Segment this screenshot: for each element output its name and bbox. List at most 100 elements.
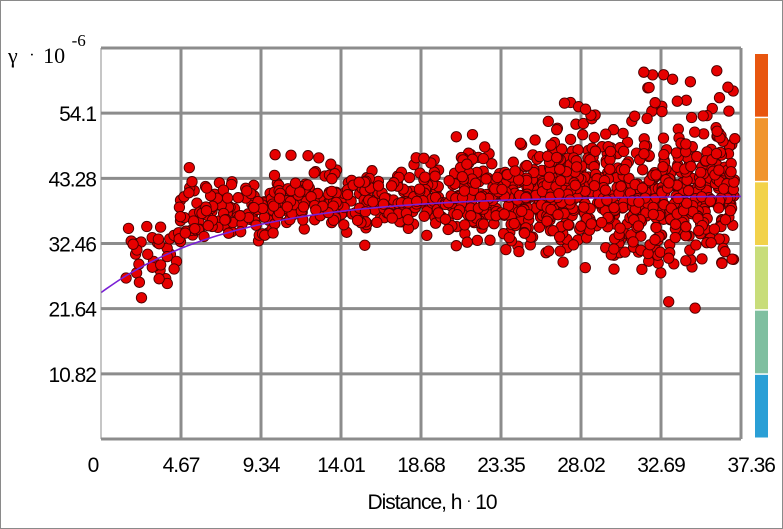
model-curve: [100, 195, 742, 294]
data-point: [672, 192, 684, 205]
data-point: [529, 134, 541, 146]
data-point: [461, 236, 473, 248]
data-point: [636, 164, 649, 176]
data-point: [281, 201, 293, 213]
data-point: [509, 165, 521, 177]
data-point: [666, 73, 679, 85]
data-point: [338, 219, 350, 231]
data-point: [601, 194, 613, 206]
y-axis-label: γ · 10 -6: [7, 31, 86, 68]
data-point: [705, 237, 717, 249]
x-tick-label: 14.01: [317, 454, 365, 477]
data-point: [351, 214, 364, 227]
scatter-points: [120, 65, 741, 314]
data-point: [541, 215, 553, 227]
data-point: [685, 160, 697, 173]
data-point: [200, 205, 213, 217]
data-point: [588, 180, 601, 192]
data-point: [486, 158, 498, 170]
data-point: [658, 148, 670, 161]
x-tick-label: 28.02: [557, 454, 605, 477]
data-point: [202, 220, 214, 232]
data-point: [183, 161, 195, 174]
data-point: [120, 272, 132, 284]
data-point: [516, 205, 528, 217]
data-point: [450, 240, 462, 252]
color-scale-segment: [755, 182, 768, 245]
data-point: [650, 221, 662, 234]
data-point: [458, 185, 471, 197]
data-point: [656, 105, 668, 118]
data-point: [711, 125, 723, 137]
data-point: [371, 216, 383, 229]
data-point: [633, 196, 645, 208]
data-point: [552, 209, 564, 221]
data-point: [432, 207, 445, 219]
data-point: [480, 173, 492, 185]
data-point: [302, 150, 314, 162]
data-point: [599, 184, 612, 196]
data-point: [179, 227, 191, 239]
data-point: [442, 223, 454, 236]
data-point: [719, 246, 731, 258]
data-point: [484, 234, 496, 246]
data-point: [670, 147, 683, 159]
data-point: [690, 239, 702, 251]
data-point: [466, 128, 479, 141]
data-point: [682, 185, 695, 197]
data-point: [643, 81, 655, 94]
y-tick-label: 54.1: [59, 103, 96, 126]
data-point: [189, 223, 201, 235]
data-point: [478, 199, 490, 211]
y-tick-label: 10.82: [48, 364, 96, 387]
data-point: [450, 131, 462, 143]
data-point: [557, 256, 569, 268]
data-point: [579, 261, 591, 274]
x-tick-label: 23.35: [477, 454, 525, 477]
data-point: [636, 263, 648, 276]
data-point: [723, 105, 735, 117]
data-point: [451, 208, 463, 221]
data-point: [173, 201, 186, 213]
x-axis-label: Distance, h · 10: [367, 487, 496, 514]
data-point: [542, 115, 554, 128]
data-point: [604, 145, 617, 158]
data-point: [729, 133, 741, 145]
data-point: [443, 175, 455, 187]
data-point: [577, 129, 589, 141]
data-point: [649, 97, 661, 109]
data-point: [689, 126, 701, 138]
y-tick-labels: 10.82 21.64 32.46 43.28 54.1: [48, 103, 98, 387]
data-point: [671, 95, 683, 107]
data-point: [618, 163, 631, 176]
data-point: [543, 171, 555, 183]
data-point: [657, 161, 669, 173]
data-point: [439, 213, 452, 225]
data-point: [479, 141, 491, 153]
data-point: [551, 124, 563, 136]
data-point: [135, 292, 148, 304]
data-point: [710, 147, 723, 160]
data-point: [636, 182, 649, 194]
data-point: [619, 246, 631, 258]
data-point: [268, 200, 280, 212]
data-point: [471, 234, 484, 247]
data-point: [713, 92, 726, 104]
data-point: [726, 253, 738, 265]
data-point: [595, 216, 608, 229]
data-point: [308, 167, 320, 179]
data-point: [520, 191, 532, 204]
data-point: [649, 234, 661, 246]
data-point: [273, 192, 286, 204]
data-point: [615, 180, 627, 192]
data-point: [711, 65, 723, 77]
data-point: [585, 218, 597, 230]
data-point: [503, 231, 515, 244]
data-point: [326, 185, 338, 198]
x-tick-label: 9.34: [243, 454, 281, 477]
data-point: [477, 218, 490, 230]
data-point: [141, 220, 153, 233]
data-point: [386, 212, 398, 224]
data-point: [722, 81, 734, 93]
